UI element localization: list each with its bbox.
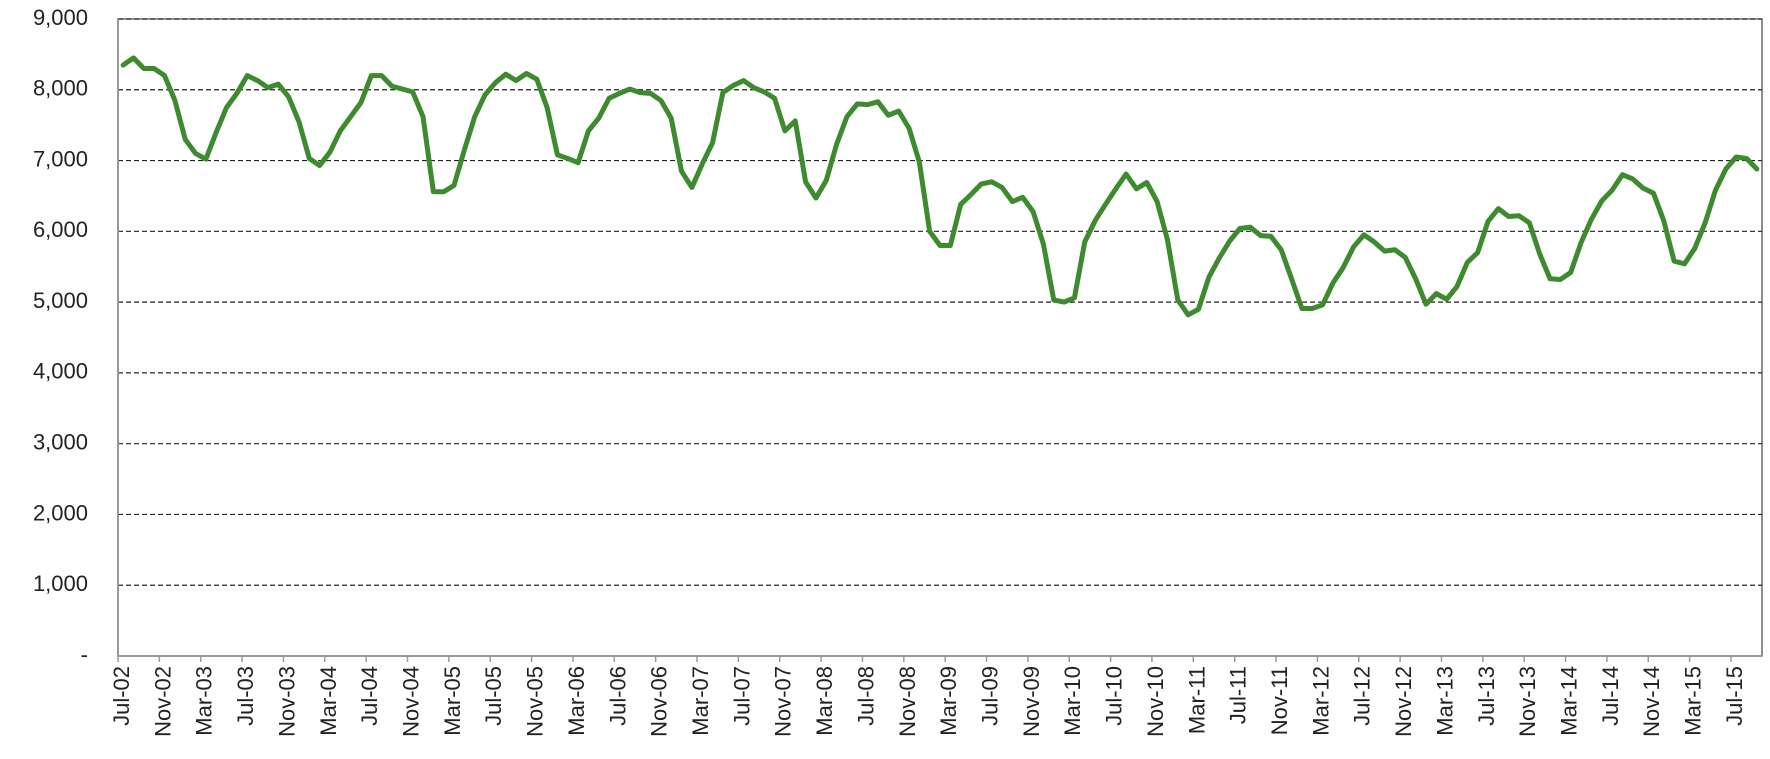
y-tick-label: 4,000 <box>33 359 88 384</box>
x-tick-label: Mar-06 <box>564 666 589 736</box>
data-line <box>120 55 1760 318</box>
x-tick-label: Mar-03 <box>192 666 217 736</box>
x-tick-label: Jul-04 <box>357 666 382 726</box>
y-tick-label: - <box>81 642 88 667</box>
x-tick-label: Nov-03 <box>274 666 299 737</box>
x-tick-label: Nov-11 <box>1267 666 1292 735</box>
x-tick-label: Jul-05 <box>481 666 506 726</box>
y-tick-label: 9,000 <box>33 5 88 30</box>
x-tick-label: Nov-12 <box>1391 666 1416 737</box>
x-tick-label: Nov-02 <box>150 666 175 737</box>
x-tick-label: Jul-11 <box>1226 666 1251 724</box>
x-tick-label: Jul-07 <box>729 666 754 726</box>
plot-frame <box>117 18 1763 657</box>
x-tick-label: Jul-10 <box>1102 666 1127 726</box>
x-tick-label: Jul-08 <box>853 666 878 726</box>
x-tick-label: Nov-05 <box>523 666 548 737</box>
x-tick-label: Nov-08 <box>895 666 920 737</box>
x-tick-label: Mar-11 <box>1184 666 1209 734</box>
x-tick-label: Nov-04 <box>398 666 423 737</box>
y-tick-label: 8,000 <box>33 76 88 101</box>
x-tick-label: Jul-02 <box>109 666 134 726</box>
x-tick-label: Mar-09 <box>936 666 961 736</box>
x-tick-label: Jul-15 <box>1722 666 1747 726</box>
x-tick-label: Jul-14 <box>1598 666 1623 726</box>
y-tick-label: 5,000 <box>33 288 88 313</box>
x-tick-label: Mar-04 <box>316 666 341 736</box>
x-tick-label: Mar-15 <box>1681 666 1706 736</box>
x-tick-label: Nov-10 <box>1143 666 1168 737</box>
x-tick-label: Mar-07 <box>688 666 713 736</box>
y-tick-label: 7,000 <box>33 146 88 171</box>
x-tick-label: Jul-03 <box>233 666 258 726</box>
x-tick-label: Nov-13 <box>1515 666 1540 737</box>
x-tick-label: Mar-14 <box>1557 666 1582 736</box>
x-tick-label: Jul-09 <box>978 666 1003 726</box>
x-tick-label: Mar-10 <box>1060 666 1085 736</box>
x-tick-label: Jul-12 <box>1350 666 1375 726</box>
x-tick-label: Nov-09 <box>1019 666 1044 737</box>
x-tick-label: Jul-13 <box>1474 666 1499 726</box>
y-tick-label: 6,000 <box>33 217 88 242</box>
x-tick-label: Nov-06 <box>647 666 672 737</box>
x-tick-label: Jul-06 <box>605 666 630 726</box>
y-tick-label: 1,000 <box>33 571 88 596</box>
y-tick-label: 2,000 <box>33 500 88 525</box>
x-tick-label: Mar-05 <box>440 666 465 736</box>
x-tick-label: Mar-13 <box>1432 666 1457 736</box>
x-tick-label: Nov-07 <box>771 666 796 737</box>
y-tick-label: 3,000 <box>33 429 88 454</box>
x-tick-label: Mar-08 <box>812 666 837 736</box>
x-tick-label: Nov-14 <box>1639 666 1664 737</box>
x-tick-label: Mar-12 <box>1308 666 1333 736</box>
